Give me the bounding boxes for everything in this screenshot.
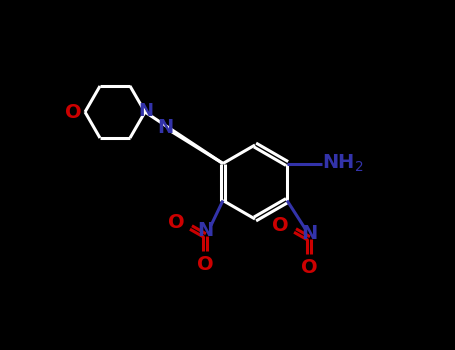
Text: N: N: [301, 224, 317, 243]
Text: O: O: [301, 258, 317, 277]
Text: O: O: [65, 103, 81, 121]
Text: O: O: [272, 216, 288, 235]
Text: NH$_2$: NH$_2$: [322, 153, 364, 174]
Text: O: O: [197, 255, 213, 274]
Text: N: N: [157, 119, 173, 138]
Text: N: N: [197, 221, 213, 240]
Text: O: O: [167, 213, 184, 232]
Text: N: N: [138, 102, 153, 120]
